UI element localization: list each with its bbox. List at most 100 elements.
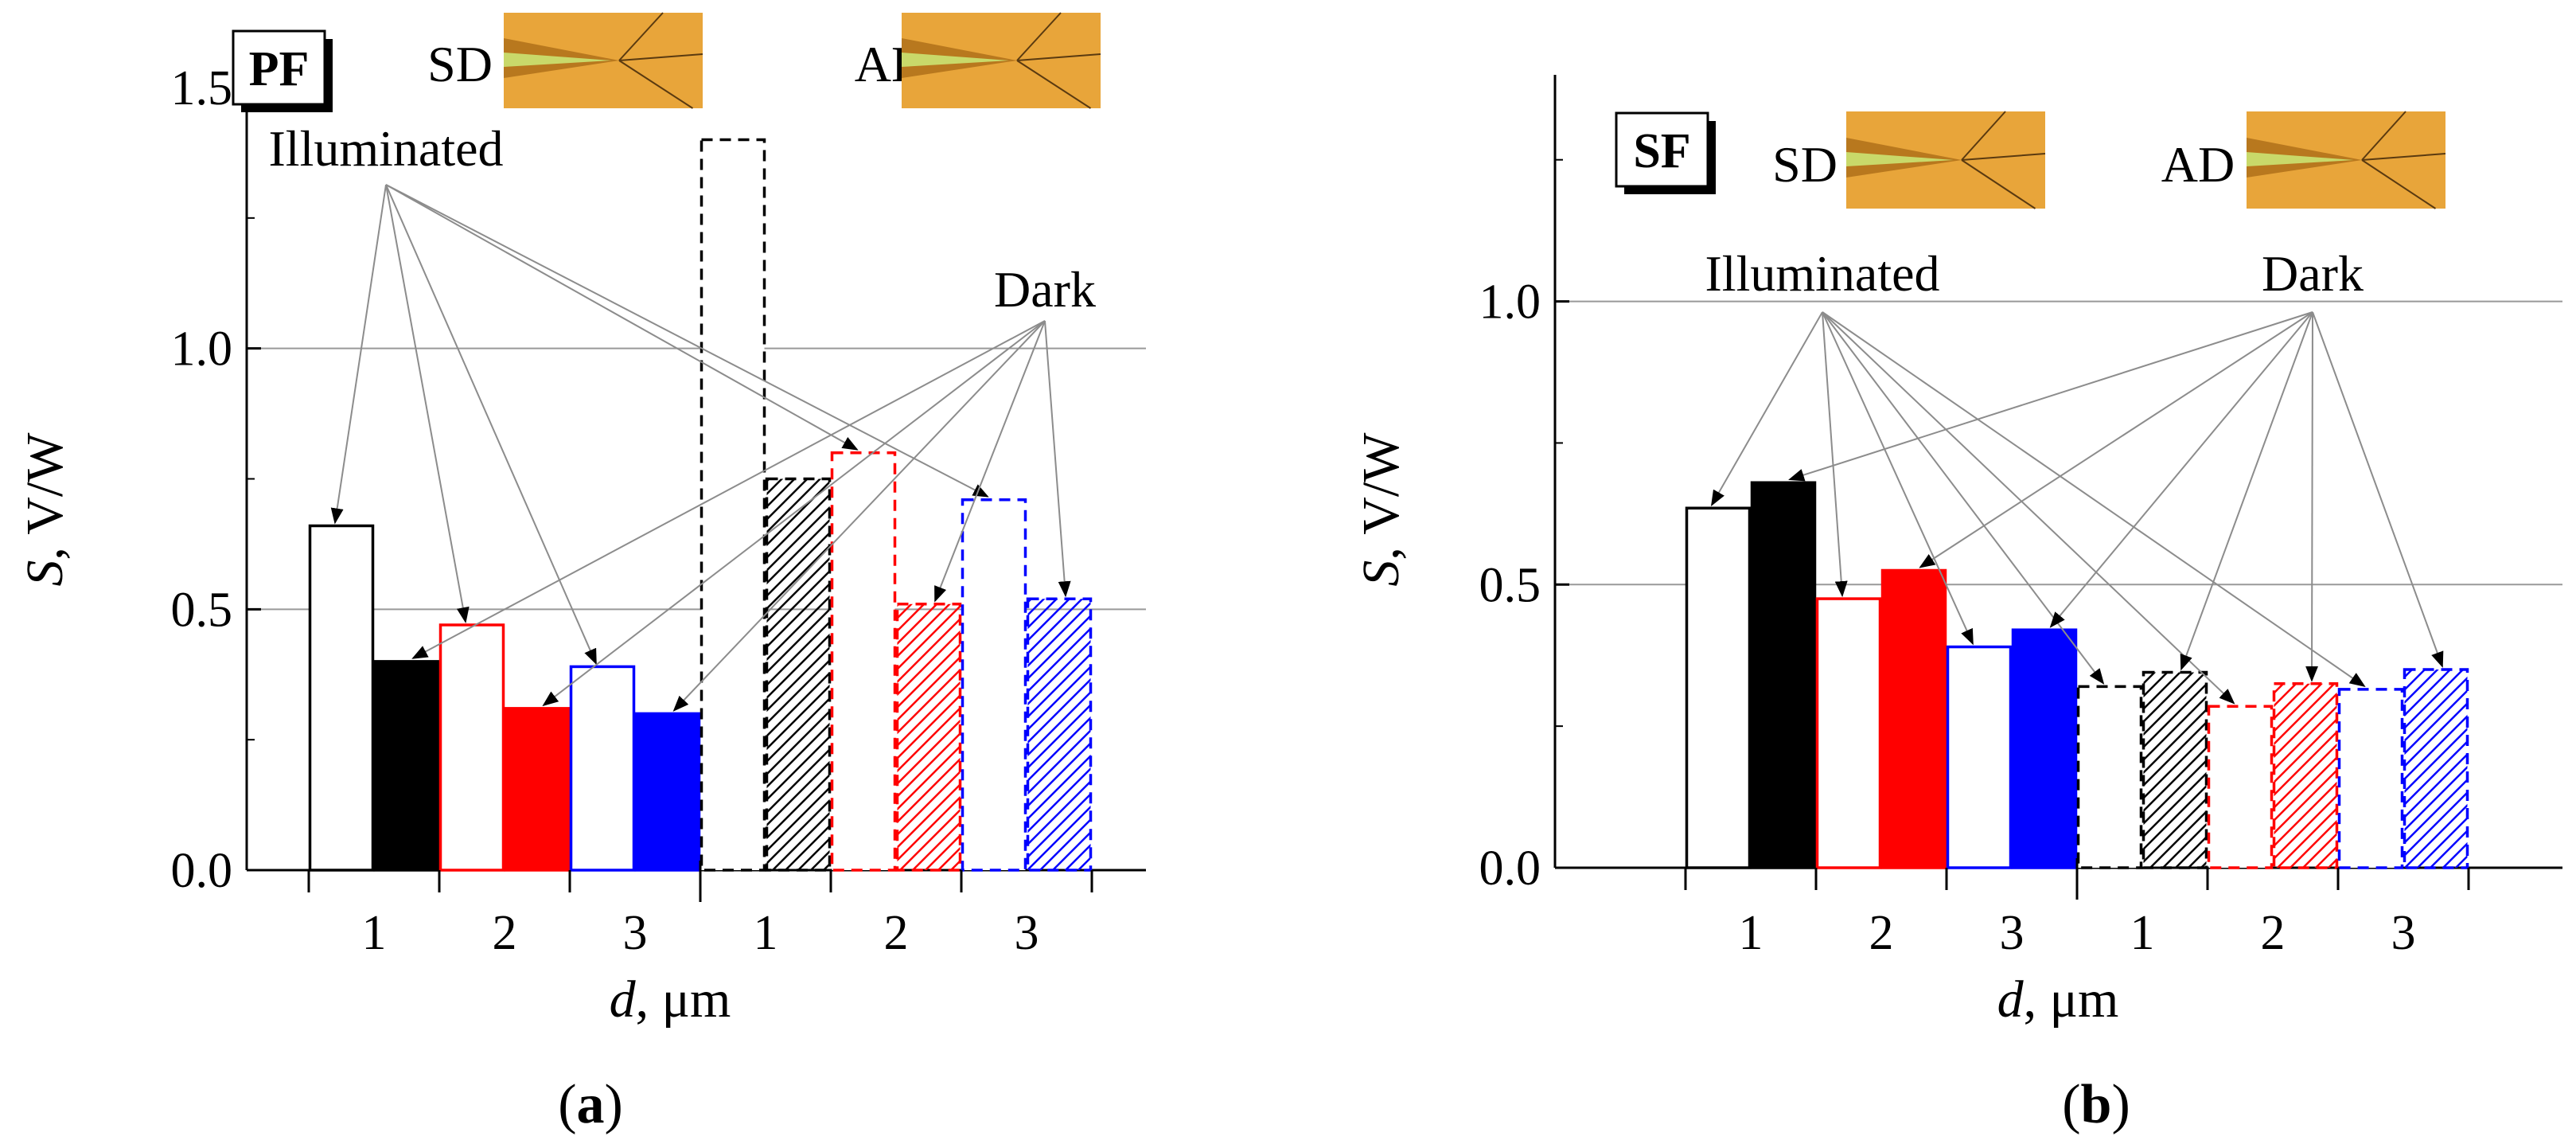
bar-dark-d1-ad <box>765 477 832 872</box>
y-tick-label: 1.5 <box>171 61 233 115</box>
x-tick-label: 1 <box>1739 906 1763 960</box>
y-tick-label: 0.0 <box>1479 841 1541 896</box>
arrow-dark <box>1788 311 2313 482</box>
y-axis-label-var: S <box>16 560 74 587</box>
arrow-dark <box>2305 311 2319 682</box>
inset-wedge-highlight <box>504 53 611 67</box>
bar-dark-d1-sd <box>2076 685 2143 869</box>
arrow-illuminated <box>1711 311 1823 506</box>
inset-wedge-highlight <box>902 53 1009 67</box>
x-tick-label: 2 <box>493 906 517 960</box>
caption-a: (a) <box>558 1074 623 1135</box>
inset-photo-a-1 <box>902 12 1101 109</box>
caption-a-letter: a <box>577 1074 605 1135</box>
y-tick-label: 1.0 <box>1479 275 1541 330</box>
y-axis-label: S, V/W <box>1352 432 1410 587</box>
inset-cracks <box>1016 12 1101 109</box>
bar-dark-d2-sd <box>830 451 897 872</box>
arrow-dark <box>411 320 1046 659</box>
badge-box <box>232 29 326 106</box>
arrow-dark <box>2312 311 2444 668</box>
caption-b: (b) <box>2062 1074 2130 1135</box>
x-tick-label: 2 <box>1869 906 1894 960</box>
bar-dark-d2-ad <box>2272 682 2339 869</box>
bar-illuminated-d3-sd <box>1946 645 2013 869</box>
inset-wedge-highlight <box>2247 152 2354 166</box>
x-tick-label: 3 <box>2391 906 2416 960</box>
y-axis-label-var: S <box>1352 560 1410 587</box>
arrow-dark <box>2180 311 2313 671</box>
bar-illuminated-d3-ad <box>634 712 701 872</box>
arrow-dark <box>934 320 1046 603</box>
arrow-illuminated <box>1822 311 2366 688</box>
arrow-illuminated <box>1822 311 2235 705</box>
arrow-illuminated <box>385 184 989 498</box>
bar-dark-d1-sd <box>700 138 766 872</box>
bar-illuminated-d1-sd <box>1685 506 1752 869</box>
arrow-dark <box>1919 311 2313 568</box>
x-axis-label: d, μm <box>1997 970 2119 1029</box>
x-tick-label: 2 <box>2261 906 2286 960</box>
bar-dark-d3-sd <box>961 498 1027 872</box>
bar-dark-d2-sd <box>2207 705 2274 869</box>
annotation-illuminated: Illuminated <box>268 120 503 177</box>
arrow-illuminated <box>330 184 387 525</box>
bar-dark-d3-sd <box>2337 688 2404 869</box>
bar-illuminated-d2-ad <box>1880 568 1947 869</box>
arrow-dark <box>2049 311 2313 628</box>
bar-illuminated-d2-ad <box>504 707 571 872</box>
inset-label: AD <box>2161 136 2235 193</box>
annotation-illuminated: Illuminated <box>1705 245 1939 302</box>
bar-dark-d3-ad <box>1026 597 1093 872</box>
y-tick-label: 0.0 <box>171 844 233 898</box>
x-tick-label: 3 <box>2000 906 2025 960</box>
bar-illuminated-d2-sd <box>1815 597 1882 869</box>
x-axis-label: d, μm <box>610 970 731 1029</box>
arrow-illuminated <box>385 184 859 451</box>
chart-panel-a: 0.00.51.01.51 2 3 1 2 3d, μmS, V/WPF SD ADIllum… <box>16 12 1146 1029</box>
bar-dark-d1-ad <box>2141 670 2208 869</box>
y-axis-label: S, V/W <box>16 432 74 587</box>
x-tick-label: 3 <box>1015 906 1039 960</box>
bar-dark-d2-ad <box>895 603 962 872</box>
arrow-dark <box>542 320 1046 707</box>
inset-photo-a-0 <box>504 12 703 109</box>
arrow-illuminated <box>385 184 470 623</box>
inset-cracks <box>2361 111 2446 209</box>
annotation-dark: Dark <box>2262 245 2364 302</box>
y-tick-label: 1.0 <box>171 322 233 377</box>
badge-box <box>1615 111 1709 188</box>
inset-cracks <box>1961 111 2046 209</box>
bar-dark-d3-ad <box>2403 668 2469 869</box>
x-axis-label-unit: , μm <box>2024 970 2119 1029</box>
inset-wedge-highlight <box>1846 152 1954 166</box>
x-axis-label-unit: , μm <box>636 970 731 1029</box>
x-axis-label-var: d <box>1997 970 2025 1029</box>
arrow-illuminated <box>1822 311 1848 598</box>
bar-illuminated-d1-ad <box>1750 481 1817 869</box>
x-tick-label: 3 <box>623 906 648 960</box>
x-tick-label: 1 <box>362 906 387 960</box>
badge-label: PF <box>249 42 310 96</box>
inset-label: SD <box>427 36 493 92</box>
arrow-illuminated <box>1822 311 1974 646</box>
bar-illuminated-d3-sd <box>569 665 636 872</box>
inset-photo-b-0 <box>1846 111 2046 209</box>
x-axis-label-var: d <box>610 970 637 1029</box>
inset-cracks <box>618 12 703 109</box>
y-tick-label: 0.5 <box>1479 558 1541 612</box>
inset-photo-b-1 <box>2247 111 2446 209</box>
x-tick-label: 1 <box>754 906 778 960</box>
arrow-dark <box>1044 320 1071 598</box>
annotation-dark: Dark <box>994 261 1096 318</box>
x-tick-label: 2 <box>884 906 909 960</box>
arrow-dark <box>672 320 1046 712</box>
badge-label: SF <box>1633 124 1690 178</box>
y-tick-label: 0.5 <box>171 583 233 637</box>
bar-illuminated-d2-sd <box>438 623 505 872</box>
caption-b-letter: b <box>2081 1074 2112 1135</box>
arrow-illuminated <box>385 184 597 666</box>
chart-panel-b: 0.0 0.5 1.0 1 2 3 1 2 3 d, μm S, V/W SF SD AD Illumina… <box>1352 75 2562 1029</box>
x-tick-label: 1 <box>2130 906 2155 960</box>
